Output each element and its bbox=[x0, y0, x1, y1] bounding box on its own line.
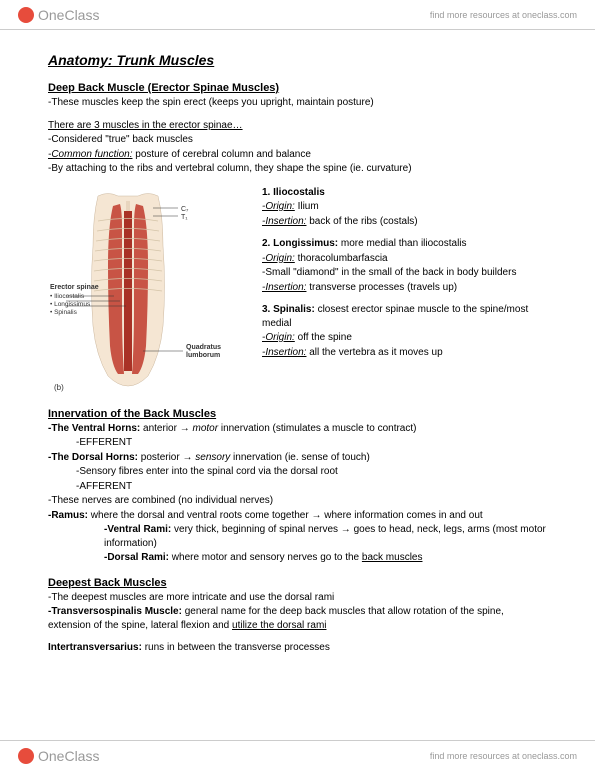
section-heading-deepest: Deepest Back Muscles bbox=[48, 577, 547, 589]
body-text: There are 3 muscles in the erector spina… bbox=[48, 119, 547, 133]
body-text: Intertransversarius: runs in between the… bbox=[48, 641, 547, 655]
body-text: back muscles bbox=[362, 552, 423, 563]
label: -Insertion: bbox=[262, 347, 306, 358]
body-text: off the spine bbox=[295, 332, 352, 343]
body-text: back of the ribs (costals) bbox=[306, 216, 417, 227]
body-text: -Dorsal Rami: where motor and sensory ne… bbox=[48, 551, 547, 565]
label: -Common function: bbox=[48, 149, 132, 160]
body-text: where motor and sensory nerves go to the bbox=[169, 552, 362, 563]
body-text: all the vertebra as it moves up bbox=[306, 347, 442, 358]
muscle-name: 2. Longissimus: bbox=[262, 238, 338, 249]
back-muscles-svg: C₇ T₁ Erector spinae • Iliocostalis • Lo… bbox=[48, 186, 248, 396]
body-text: very thick, beginning of spinal nerves →… bbox=[104, 524, 546, 549]
svg-text:• Longissimus: • Longissimus bbox=[50, 301, 91, 308]
body-text: -Ramus: where the dorsal and ventral roo… bbox=[48, 509, 547, 523]
muscle-descriptions: 1. Iliocostalis -Origin: Ilium -Insertio… bbox=[262, 186, 547, 396]
diagram-label-c7: C₇ bbox=[181, 206, 189, 213]
document-content: Anatomy: Trunk Muscles Deep Back Muscle … bbox=[0, 30, 595, 666]
anatomy-diagram: C₇ T₁ Erector spinae • Iliocostalis • Lo… bbox=[48, 186, 248, 396]
body-text: -The Dorsal Horns: posterior → sensory i… bbox=[48, 451, 547, 465]
footer-tagline: find more resources at oneclass.com bbox=[430, 751, 577, 761]
body-text: -Considered "true" back muscles bbox=[48, 133, 547, 147]
header-tagline: find more resources at oneclass.com bbox=[430, 10, 577, 20]
footer-logo: OneClass bbox=[18, 748, 99, 764]
two-column-layout: C₇ T₁ Erector spinae • Iliocostalis • Lo… bbox=[48, 186, 547, 396]
body-text: -These muscles keep the spin erect (keep… bbox=[48, 96, 547, 110]
body-text: sensory bbox=[195, 452, 230, 463]
label: -Origin: bbox=[262, 201, 295, 212]
label: -Insertion: bbox=[262, 216, 306, 227]
body-text: posterior → bbox=[138, 452, 195, 463]
body-text: runs in between the transverse processes bbox=[142, 642, 330, 653]
svg-text:• Iliocostalis: • Iliocostalis bbox=[50, 293, 85, 300]
body-text: -The deepest muscles are more intricate … bbox=[48, 591, 547, 605]
body-text: thoracolumbarfascia bbox=[295, 253, 388, 264]
label: -The Dorsal Horns: bbox=[48, 452, 138, 463]
body-text: -The Ventral Horns: anterior → motor inn… bbox=[48, 422, 547, 436]
label: -Dorsal Rami: bbox=[104, 552, 169, 563]
body-text: innervation (ie. sense of touch) bbox=[230, 452, 370, 463]
body-text: -Transversospinalis Muscle: general name… bbox=[48, 605, 547, 632]
label: -Origin: bbox=[262, 332, 295, 343]
logo: OneClass bbox=[18, 7, 99, 23]
body-text: posture of cerebral column and balance bbox=[132, 149, 310, 160]
muscle-name: 1. Iliocostalis bbox=[262, 187, 325, 198]
diagram-label-t1: T₁ bbox=[181, 214, 188, 221]
body-text: innervation (stimulates a muscle to cont… bbox=[218, 423, 416, 434]
body-text: anterior → bbox=[140, 423, 192, 434]
body-text: -These nerves are combined (no individua… bbox=[48, 494, 547, 508]
section-heading-innervation: Innervation of the Back Muscles bbox=[48, 408, 547, 420]
logo-text: OneClass bbox=[38, 7, 99, 23]
body-text: -Common function: posture of cerebral co… bbox=[48, 148, 547, 162]
body-text: -AFFERENT bbox=[48, 480, 547, 494]
header-bar: OneClass find more resources at oneclass… bbox=[0, 0, 595, 30]
body-text: Ilium bbox=[295, 201, 319, 212]
body-text: -Sensory fibres enter into the spinal co… bbox=[48, 465, 547, 479]
logo-text: OneClass bbox=[38, 748, 99, 764]
body-text: motor bbox=[193, 423, 219, 434]
logo-icon bbox=[18, 748, 34, 764]
body-text: more medial than iliocostalis bbox=[338, 238, 466, 249]
page-title: Anatomy: Trunk Muscles bbox=[48, 52, 547, 68]
body-text: -Small "diamond" in the small of the bac… bbox=[262, 266, 547, 280]
label: -Origin: bbox=[262, 253, 295, 264]
footer-bar: OneClass find more resources at oneclass… bbox=[0, 740, 595, 770]
body-text: -Ventral Rami: very thick, beginning of … bbox=[48, 523, 547, 550]
svg-text:Quadratus: Quadratus bbox=[186, 344, 221, 351]
body-text: transverse processes (travels up) bbox=[306, 282, 457, 293]
svg-text:(b): (b) bbox=[54, 383, 64, 392]
body-text: utilize the dorsal rami bbox=[232, 620, 326, 631]
body-text: -By attaching to the ribs and vertebral … bbox=[48, 162, 547, 176]
label: -Transversospinalis Muscle: bbox=[48, 606, 182, 617]
label: Intertransversarius: bbox=[48, 642, 142, 653]
body-text: where the dorsal and ventral roots come … bbox=[88, 510, 483, 521]
label: -Insertion: bbox=[262, 282, 306, 293]
muscle-name: 3. Spinalis: bbox=[262, 304, 315, 315]
label: -Ramus: bbox=[48, 510, 88, 521]
section-heading-deep-back: Deep Back Muscle (Erector Spinae Muscles… bbox=[48, 82, 547, 94]
body-text: -EFFERENT bbox=[48, 436, 547, 450]
label: -The Ventral Horns: bbox=[48, 423, 140, 434]
label: -Ventral Rami: bbox=[104, 524, 171, 535]
svg-text:lumborum: lumborum bbox=[186, 352, 220, 359]
svg-text:• Spinalis: • Spinalis bbox=[50, 309, 78, 316]
svg-text:Erector spinae: Erector spinae bbox=[50, 284, 99, 291]
logo-icon bbox=[18, 7, 34, 23]
